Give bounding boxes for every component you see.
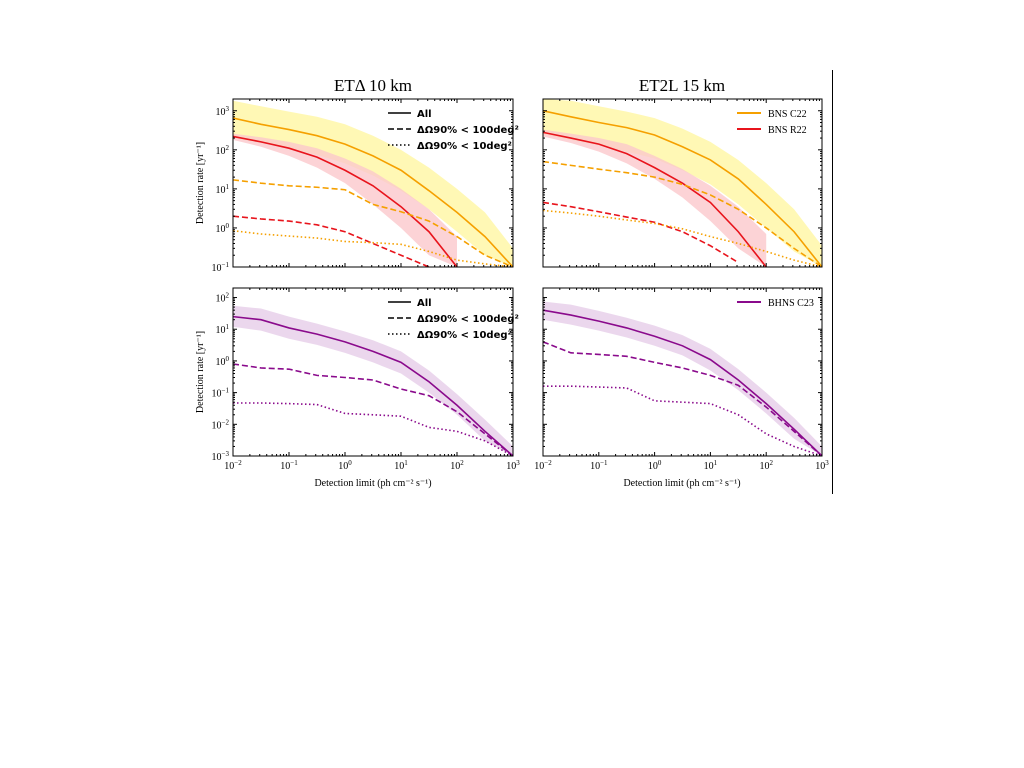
- x-tick-label: 103: [506, 459, 520, 472]
- series-line: [233, 135, 458, 267]
- y-tick-label: 101: [216, 183, 230, 196]
- x-tick-label: 100: [338, 459, 352, 472]
- y-tick-label: 102: [216, 144, 230, 157]
- series-line: [543, 201, 739, 264]
- x-tick-label: 102: [450, 459, 464, 472]
- legend-label: ΔΩ90% < 10deg²: [417, 141, 512, 152]
- plot-panel-bottom-left: 10−2 10−1 100 101 102 10310−310−210−110010110…: [212, 287, 520, 472]
- panel-title-left: ETΔ 10 km: [334, 76, 412, 95]
- y-tick-label: 102: [216, 292, 230, 305]
- y-tick-label: 100: [216, 355, 230, 368]
- y-tick-label: 101: [216, 323, 230, 336]
- legend-label: ΔΩ90% < 10deg²: [417, 330, 512, 341]
- x-tick-label: 102: [759, 459, 773, 472]
- panel-title-right: ET2L 15 km: [639, 76, 725, 95]
- series-line: [543, 131, 767, 267]
- axes-frame: [542, 287, 823, 457]
- uncertainty-band: [543, 99, 822, 267]
- series-line: [233, 402, 513, 456]
- plot-panel-top-right: BNS C22 BNS R22: [542, 98, 823, 268]
- legend-label: BHNS C23: [768, 298, 814, 309]
- axes-frame: [542, 98, 823, 268]
- uncertainty-band: [543, 301, 822, 456]
- series-line: [233, 215, 430, 267]
- y-tick-label: 100: [216, 222, 230, 235]
- legend-label: ΔΩ90% < 100deg²: [417, 314, 519, 325]
- axes-frame: [232, 287, 514, 457]
- legend-label: ΔΩ90% < 100deg²: [417, 125, 519, 136]
- series-line: [233, 315, 513, 456]
- ylabel-bottom: Detection rate [yr⁻¹]: [195, 331, 206, 413]
- legend-label: BNS C22: [768, 109, 807, 120]
- xlabel-right: Detection limit (ph cm⁻² s⁻¹): [623, 478, 740, 489]
- series-line: [543, 385, 822, 456]
- y-tick-label: 10−1: [212, 261, 230, 274]
- uncertainty-band: [233, 133, 457, 267]
- xlabel-left: Detection limit (ph cm⁻² s⁻¹): [314, 478, 431, 489]
- legend-label: All: [417, 298, 432, 309]
- legend-label: All: [417, 109, 432, 120]
- x-tick-label: 10−2: [224, 459, 242, 472]
- uncertainty-band: [233, 100, 513, 267]
- y-tick-label: 103: [216, 105, 230, 118]
- series-line: [543, 109, 822, 267]
- y-tick-label: 10−2: [212, 418, 230, 431]
- series-line: [543, 309, 822, 456]
- axes-frame: [232, 98, 514, 268]
- x-tick-label: 10−1: [590, 459, 608, 472]
- series-line: [233, 229, 513, 267]
- uncertainty-band: [233, 305, 513, 456]
- x-tick-label: 10−1: [280, 459, 298, 472]
- page-divider-line: [832, 70, 833, 494]
- series-line: [543, 341, 822, 456]
- x-tick-label: 101: [704, 459, 718, 472]
- plot-panel-bottom-right: 10−2 10−1 100 101 102 103 BHNS C23: [534, 287, 829, 472]
- x-tick-label: 103: [815, 459, 829, 472]
- legend-label: BNS R22: [768, 125, 807, 136]
- x-tick-label: 101: [394, 459, 408, 472]
- series-line: [543, 160, 822, 267]
- series-line: [233, 179, 513, 267]
- uncertainty-band: [543, 129, 767, 267]
- series-line: [543, 209, 822, 267]
- x-tick-label: 100: [648, 459, 662, 472]
- y-tick-label: 10−1: [212, 387, 230, 400]
- plot-panel-top-left: 10−1 100 101 102 103 All ΔΩ90% < 100deg² ΔΩ90% …: [212, 98, 519, 274]
- x-tick-label: 10−2: [534, 459, 552, 472]
- ylabel-top: Detection rate [yr⁻¹]: [195, 142, 206, 224]
- series-line: [233, 363, 513, 456]
- series-line: [233, 117, 513, 267]
